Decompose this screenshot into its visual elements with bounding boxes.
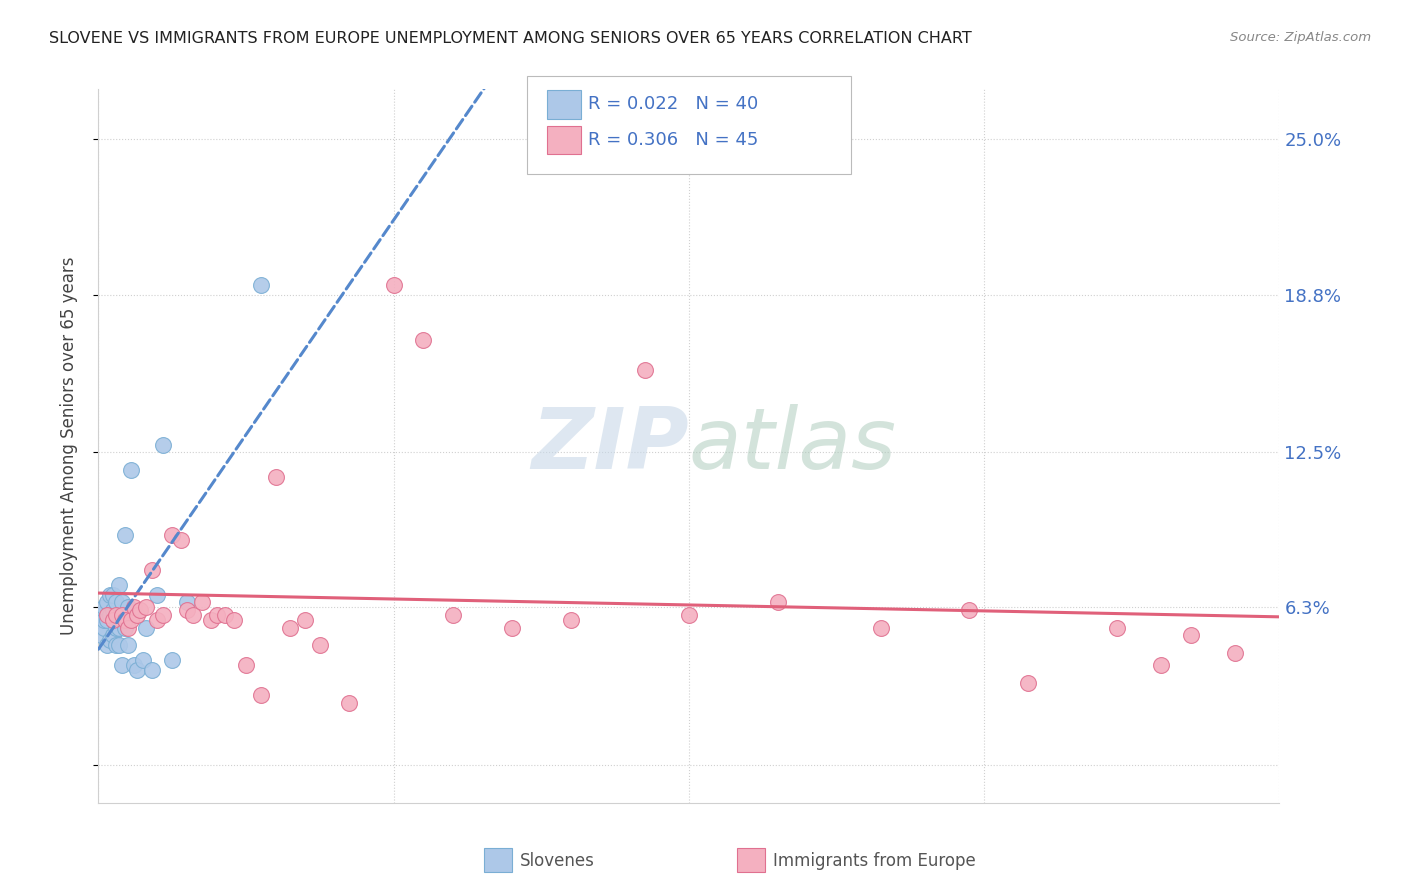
Point xyxy=(135,621,157,635)
Point xyxy=(634,362,657,376)
Point xyxy=(128,603,150,617)
Point xyxy=(108,621,131,635)
Point xyxy=(382,277,405,292)
Text: Slovenes: Slovenes xyxy=(520,852,595,870)
Point xyxy=(678,607,700,622)
Point xyxy=(1018,675,1040,690)
Point xyxy=(96,638,118,652)
Text: Source: ZipAtlas.com: Source: ZipAtlas.com xyxy=(1230,31,1371,45)
Point xyxy=(125,663,148,677)
Point xyxy=(250,688,273,702)
Point xyxy=(1225,646,1247,660)
Point xyxy=(111,613,134,627)
Point xyxy=(146,613,169,627)
Point xyxy=(205,607,228,622)
Point xyxy=(105,607,128,622)
Point xyxy=(1150,658,1173,673)
Point xyxy=(264,470,287,484)
Point xyxy=(96,607,118,622)
Point xyxy=(176,603,198,617)
Point xyxy=(214,607,236,622)
Point xyxy=(98,607,121,622)
Point xyxy=(135,600,157,615)
Point xyxy=(103,628,125,642)
Point xyxy=(90,607,112,622)
Point xyxy=(111,607,134,622)
Point xyxy=(132,653,155,667)
Point xyxy=(560,613,582,627)
Point xyxy=(162,528,183,542)
Point xyxy=(93,621,115,635)
Point xyxy=(111,658,134,673)
Point xyxy=(117,621,139,635)
Point xyxy=(93,600,115,615)
Text: atlas: atlas xyxy=(689,404,897,488)
Point xyxy=(191,595,214,609)
Point xyxy=(103,613,125,627)
Point xyxy=(181,607,204,622)
Point xyxy=(870,621,893,635)
Point xyxy=(176,595,198,609)
Point xyxy=(309,638,332,652)
Text: Immigrants from Europe: Immigrants from Europe xyxy=(773,852,976,870)
Point xyxy=(114,528,136,542)
Point xyxy=(1107,621,1129,635)
Point xyxy=(103,603,125,617)
Point xyxy=(98,633,121,648)
Point xyxy=(105,607,128,622)
Point xyxy=(96,595,118,609)
Point xyxy=(98,588,121,602)
Point xyxy=(122,600,145,615)
Point xyxy=(114,621,136,635)
Point xyxy=(103,613,125,627)
Point xyxy=(105,638,128,652)
Point xyxy=(501,621,523,635)
Text: ZIP: ZIP xyxy=(531,404,689,488)
Point xyxy=(105,595,128,609)
Point xyxy=(152,607,174,622)
Point xyxy=(141,563,163,577)
Point xyxy=(120,613,142,627)
Point xyxy=(105,621,128,635)
Point xyxy=(111,595,134,609)
Point xyxy=(152,438,174,452)
Point xyxy=(108,578,131,592)
Text: SLOVENE VS IMMIGRANTS FROM EUROPE UNEMPLOYMENT AMONG SENIORS OVER 65 YEARS CORRE: SLOVENE VS IMMIGRANTS FROM EUROPE UNEMPL… xyxy=(49,31,972,46)
Point xyxy=(170,533,193,547)
Point xyxy=(114,613,136,627)
Y-axis label: Unemployment Among Seniors over 65 years: Unemployment Among Seniors over 65 years xyxy=(59,257,77,635)
Point xyxy=(412,333,434,347)
Point xyxy=(108,638,131,652)
Point xyxy=(146,588,169,602)
Point xyxy=(294,613,316,627)
Point xyxy=(90,628,112,642)
Point xyxy=(103,588,125,602)
Point xyxy=(766,595,789,609)
Point xyxy=(441,607,464,622)
Point xyxy=(200,613,222,627)
Point xyxy=(117,638,139,652)
Point xyxy=(162,653,183,667)
Point xyxy=(141,663,163,677)
Point xyxy=(96,613,118,627)
Point xyxy=(125,607,148,622)
Point xyxy=(122,658,145,673)
Point xyxy=(224,613,246,627)
Point xyxy=(1180,628,1202,642)
Point xyxy=(235,658,257,673)
Point xyxy=(250,277,273,292)
Point xyxy=(120,463,142,477)
Point xyxy=(117,600,139,615)
Point xyxy=(93,613,115,627)
Text: R = 0.022   N = 40: R = 0.022 N = 40 xyxy=(588,95,758,113)
Point xyxy=(280,621,302,635)
Point xyxy=(959,603,981,617)
Text: R = 0.306   N = 45: R = 0.306 N = 45 xyxy=(588,131,758,149)
Point xyxy=(339,696,361,710)
